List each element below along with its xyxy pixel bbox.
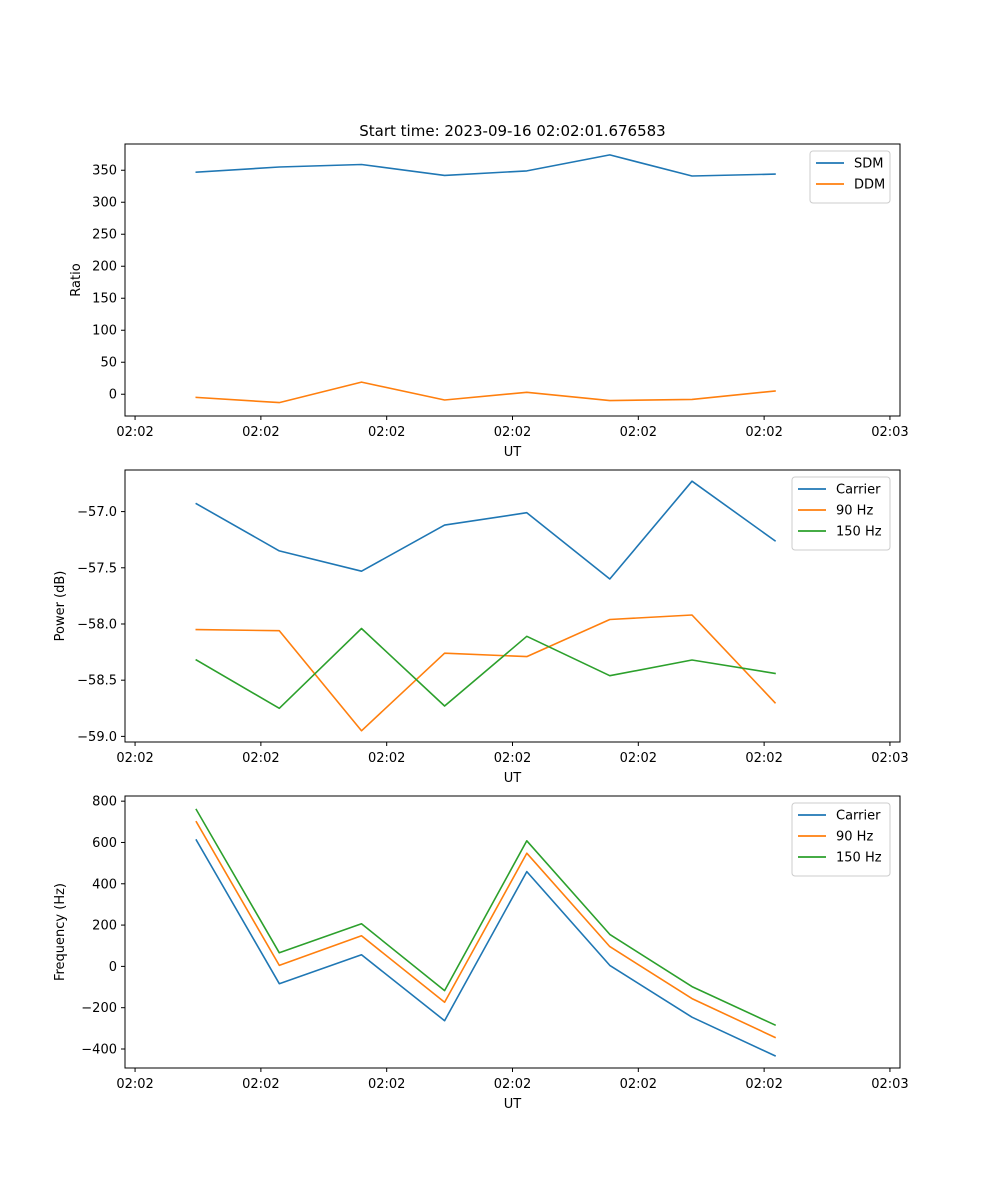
x-axis-label: UT (504, 1097, 522, 1112)
x-tick-label: 02:02 (745, 751, 782, 766)
y-tick-label: 0 (109, 960, 117, 975)
y-tick-label: −200 (81, 1001, 117, 1016)
x-tick-label: 02:03 (871, 425, 908, 440)
x-tick-label: 02:02 (116, 1077, 153, 1092)
x-axis-label: UT (504, 771, 522, 786)
series-line-carrier (195, 838, 777, 1057)
legend-entry-150-hz: 150 Hz (836, 525, 882, 540)
x-tick-label: 02:02 (242, 1077, 279, 1092)
legend-entry-150-hz: 150 Hz (836, 851, 882, 866)
legend-entry-90-hz: 90 Hz (836, 830, 873, 845)
x-tick-label: 02:02 (368, 1077, 405, 1092)
x-tick-label: 02:02 (494, 425, 531, 440)
axes-frame (124, 469, 901, 743)
x-tick-label: 02:02 (368, 751, 405, 766)
x-tick-label: 02:03 (871, 751, 908, 766)
x-tick-label: 02:02 (494, 1077, 531, 1092)
x-tick-label: 02:02 (620, 751, 657, 766)
y-tick-label: 350 (92, 164, 117, 179)
y-tick-label: −58.0 (77, 617, 117, 632)
y-tick-label: −58.5 (77, 674, 117, 689)
y-tick-label: 0 (109, 388, 117, 403)
x-tick-label: 02:02 (745, 1077, 782, 1092)
y-tick-label: −400 (81, 1042, 117, 1057)
y-tick-label: 400 (92, 877, 117, 892)
x-tick-label: 02:02 (494, 751, 531, 766)
axes-frame (124, 795, 901, 1069)
legend-entry-carrier: Carrier (836, 483, 881, 498)
legend-entry-ddm: DDM (854, 178, 885, 193)
y-tick-label: 50 (100, 356, 117, 371)
y-axis-label: Power (dB) (53, 571, 68, 642)
x-tick-label: 02:02 (242, 751, 279, 766)
y-tick-label: 150 (92, 292, 117, 307)
series-line-150-hz (195, 627, 776, 710)
series-line-carrier (195, 480, 777, 580)
y-tick-label: 200 (92, 919, 117, 934)
chart-panel-2: 02:02 02:02 02:02 02:02 02:02 02:02 02:03 −59.0… (53, 469, 909, 786)
x-tick-label: 02:02 (242, 425, 279, 440)
x-tick-label: 02:02 (620, 1077, 657, 1092)
x-tick-label: 02:02 (116, 425, 153, 440)
chart-panel-3: 02:02 02:02 02:02 02:02 02:02 02:02 02:03 −400 −… (53, 795, 909, 1112)
y-tick-label: 200 (92, 260, 117, 275)
series-line-90-hz (195, 820, 777, 1039)
y-tick-label: 250 (92, 228, 117, 243)
series-line-150-hz (195, 808, 777, 1027)
legend: SDM DDM (809, 150, 891, 204)
x-tick-label: 02:03 (871, 1077, 908, 1092)
legend-entry-90-hz: 90 Hz (836, 504, 873, 519)
x-tick-label: 02:02 (368, 425, 405, 440)
legend-entry-carrier: Carrier (836, 809, 881, 824)
series-line-sdm (195, 154, 776, 177)
y-tick-label: −57.0 (77, 505, 117, 520)
y-axis-label: Frequency (Hz) (53, 883, 68, 981)
x-tick-label: 02:02 (116, 751, 153, 766)
legend: Carrier 90 Hz 150 Hz (791, 476, 891, 551)
y-tick-label: 300 (92, 196, 117, 211)
y-tick-label: 100 (92, 324, 117, 339)
axes-frame (124, 143, 901, 417)
series-line-ddm (195, 381, 776, 404)
legend-entry-sdm: SDM (854, 157, 883, 172)
y-tick-label: −57.5 (77, 561, 117, 576)
series-line-90-hz (195, 614, 777, 732)
y-tick-label: 800 (92, 795, 117, 810)
legend-box (809, 150, 891, 204)
y-tick-label: 600 (92, 836, 117, 851)
chart-panel-1: Start time: 2023-09-16 02:02:01.67658302… (69, 122, 909, 460)
x-tick-label: 02:02 (620, 425, 657, 440)
x-tick-label: 02:02 (745, 425, 782, 440)
chart-title: Start time: 2023-09-16 02:02:01.676583 (359, 122, 665, 140)
x-axis-label: UT (504, 445, 522, 460)
y-axis-label: Ratio (69, 263, 84, 296)
legend: Carrier 90 Hz 150 Hz (791, 802, 891, 877)
y-tick-label: −59.0 (77, 730, 117, 745)
